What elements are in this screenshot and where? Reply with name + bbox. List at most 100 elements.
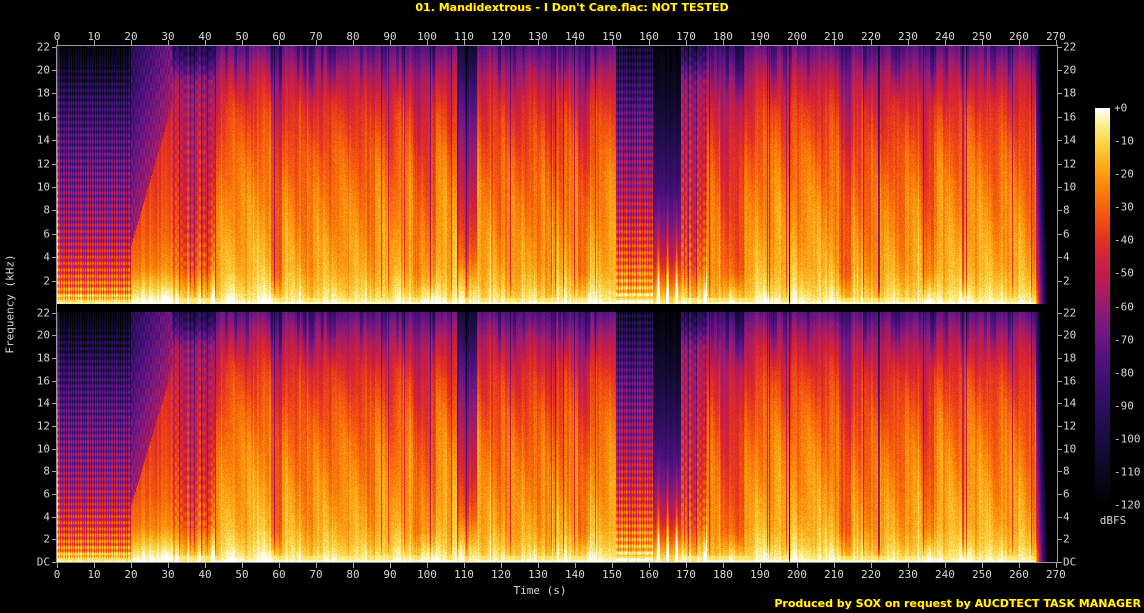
y-axis-title: Frequency (kHz) bbox=[3, 254, 17, 354]
time-tick-label-top: 30 bbox=[161, 30, 175, 43]
freq-tick-left bbox=[52, 93, 56, 95]
time-tick-bottom bbox=[426, 563, 428, 568]
freq-tick-left bbox=[52, 280, 56, 282]
time-tick-label-top: 110 bbox=[454, 30, 474, 43]
colorbar-tick-label: -30 bbox=[1114, 200, 1134, 214]
freq-tick-label-left: 10 bbox=[36, 180, 50, 194]
time-tick-label-bottom: 170 bbox=[675, 568, 696, 581]
time-tick-label-bottom: 80 bbox=[346, 568, 360, 581]
freq-tick-label-left: 2 bbox=[43, 532, 50, 546]
freq-tick-label-left: 10 bbox=[36, 442, 50, 456]
time-tick-label-bottom: 190 bbox=[749, 568, 770, 581]
freq-tick-label-left: 22 bbox=[36, 40, 50, 54]
time-tick-bottom bbox=[981, 563, 983, 568]
freq-tick-label-right: DC bbox=[1063, 555, 1077, 569]
freq-tick-left bbox=[52, 357, 56, 359]
colorbar-tick-label: -50 bbox=[1114, 266, 1134, 280]
freq-tick-left bbox=[52, 516, 56, 518]
time-tick-bottom bbox=[870, 563, 872, 568]
time-tick-bottom bbox=[130, 563, 132, 568]
freq-tick-left bbox=[52, 471, 56, 473]
time-tick-label-top: 270 bbox=[1045, 30, 1066, 43]
freq-tick-left bbox=[52, 116, 56, 118]
time-tick-top bbox=[204, 40, 206, 45]
freq-tick-label-right: 18 bbox=[1063, 86, 1077, 100]
time-tick-top bbox=[833, 40, 835, 45]
time-tick-top bbox=[352, 40, 354, 45]
time-tick-top bbox=[500, 40, 502, 45]
time-tick-label-top: 230 bbox=[897, 30, 918, 43]
time-tick-top bbox=[1055, 40, 1057, 45]
time-tick-label-top: 80 bbox=[346, 30, 360, 43]
time-tick-label-top: 160 bbox=[638, 30, 659, 43]
freq-tick-label-left: 14 bbox=[36, 396, 50, 410]
time-tick-bottom bbox=[463, 563, 465, 568]
freq-tick-label-left: 20 bbox=[36, 328, 50, 342]
freq-tick-left bbox=[52, 140, 56, 142]
freq-tick-right bbox=[1058, 516, 1062, 518]
freq-tick-left bbox=[52, 163, 56, 165]
time-tick-top bbox=[315, 40, 317, 45]
time-tick-label-top: 180 bbox=[712, 30, 733, 43]
colorbar-tick-label: -20 bbox=[1114, 167, 1134, 181]
freq-tick-left bbox=[52, 380, 56, 382]
freq-tick-label-right: 8 bbox=[1063, 203, 1070, 217]
time-tick-top bbox=[685, 40, 687, 45]
time-tick-label-top: 140 bbox=[565, 30, 585, 43]
time-tick-label-bottom: 120 bbox=[491, 568, 511, 581]
freq-tick-label-left: 14 bbox=[36, 133, 50, 147]
freq-tick-right bbox=[1058, 280, 1062, 282]
freq-tick-left bbox=[52, 403, 56, 405]
time-tick-bottom bbox=[1055, 563, 1057, 568]
freq-tick-label-left: 12 bbox=[36, 157, 50, 171]
time-tick-label-bottom: 260 bbox=[1008, 568, 1029, 581]
time-tick-bottom bbox=[944, 563, 946, 568]
time-tick-bottom bbox=[278, 563, 280, 568]
time-tick-bottom bbox=[241, 563, 243, 568]
time-tick-top bbox=[796, 40, 798, 45]
time-tick-bottom bbox=[352, 563, 354, 568]
time-tick-label-top: 70 bbox=[309, 30, 323, 43]
freq-tick-right bbox=[1058, 46, 1062, 48]
time-tick-label-top: 260 bbox=[1008, 30, 1029, 43]
time-tick-label-bottom: 140 bbox=[565, 568, 585, 581]
freq-tick-right bbox=[1058, 403, 1062, 405]
time-tick-label-bottom: 110 bbox=[454, 568, 474, 581]
time-tick-bottom bbox=[611, 563, 613, 568]
freq-tick-left bbox=[52, 46, 56, 48]
time-tick-bottom bbox=[537, 563, 539, 568]
time-tick-top bbox=[870, 40, 872, 45]
freq-tick-label-left: 2 bbox=[43, 274, 50, 288]
time-tick-label-bottom: 180 bbox=[712, 568, 733, 581]
time-tick-label-bottom: 150 bbox=[602, 568, 622, 581]
plot-frame-left bbox=[56, 45, 57, 563]
time-tick-top bbox=[278, 40, 280, 45]
time-tick-bottom bbox=[722, 563, 724, 568]
freq-tick-label-left: 12 bbox=[36, 419, 50, 433]
freq-tick-right bbox=[1058, 539, 1062, 541]
time-tick-top bbox=[93, 40, 95, 45]
time-tick-label-bottom: 230 bbox=[897, 568, 918, 581]
credit-text: Produced by SOX on request by AUCDTECT T… bbox=[774, 597, 1141, 610]
freq-tick-right bbox=[1058, 493, 1062, 495]
colorbar-tick-label: -110 bbox=[1114, 465, 1141, 479]
freq-tick-label-right: 14 bbox=[1063, 133, 1077, 147]
colorbar-tick-label: -90 bbox=[1114, 399, 1134, 413]
freq-tick-label-left: 16 bbox=[36, 110, 50, 124]
time-tick-bottom bbox=[1018, 563, 1020, 568]
freq-tick-right bbox=[1058, 312, 1062, 314]
freq-tick-label-right: 10 bbox=[1063, 180, 1077, 194]
freq-tick-label-left: 18 bbox=[36, 86, 50, 100]
colorbar-tick-label: -40 bbox=[1114, 233, 1134, 247]
freq-tick-right bbox=[1058, 471, 1062, 473]
time-tick-top bbox=[426, 40, 428, 45]
colorbar-gradient bbox=[1095, 108, 1110, 505]
freq-tick-label-right: 4 bbox=[1063, 510, 1070, 524]
time-tick-label-bottom: 250 bbox=[971, 568, 992, 581]
freq-tick-label-left: 16 bbox=[36, 374, 50, 388]
time-tick-top bbox=[574, 40, 576, 45]
time-tick-label-top: 130 bbox=[528, 30, 548, 43]
time-tick-label-top: 90 bbox=[383, 30, 397, 43]
time-tick-label-bottom: 130 bbox=[528, 568, 548, 581]
time-tick-bottom bbox=[57, 563, 58, 568]
